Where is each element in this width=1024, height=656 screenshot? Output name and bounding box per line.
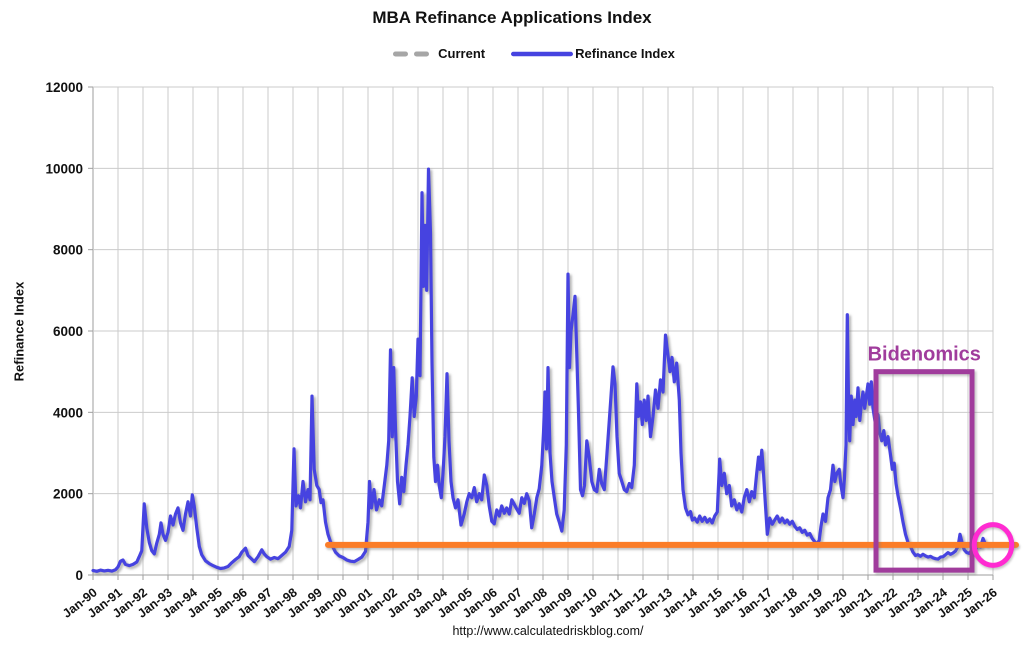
y-tick-label: 8000 [53, 243, 83, 258]
chart-title: MBA Refinance Applications Index [372, 8, 652, 27]
annotations [873, 369, 1015, 573]
axis-tick-labels: Jan-90Jan-91Jan-92Jan-93Jan-94Jan-95Jan-… [45, 80, 999, 621]
y-tick-label: 6000 [53, 324, 83, 339]
y-tick-label: 4000 [53, 405, 83, 420]
y-tick-label: 0 [75, 568, 83, 583]
legend: Current Refinance Index [0, 46, 1024, 61]
line-segment [511, 51, 574, 56]
bidenomics-annotation-label: Bidenomics [868, 344, 981, 366]
current-dash-swatch-icon [393, 51, 430, 56]
refinance-index-line [91, 167, 989, 573]
data-series [91, 167, 1019, 573]
legend-label-refinance: Refinance Index [575, 46, 675, 61]
legend-label-current: Current [438, 46, 486, 61]
current-value-circle [971, 522, 1015, 568]
y-tick-label: 10000 [45, 161, 83, 176]
legend-item-current: Current [393, 46, 485, 61]
dash-segment [414, 51, 430, 56]
axis-ticks [88, 86, 994, 580]
dash-segment [393, 51, 409, 56]
y-tick-label: 12000 [45, 80, 83, 95]
y-tick-label: 2000 [53, 487, 83, 502]
refinance-line-swatch-icon [511, 51, 574, 56]
gridlines [92, 86, 994, 576]
bidenomics-box [873, 369, 975, 573]
source-url: http://www.calculatedriskblog.com/ [452, 624, 644, 638]
legend-item-refinance: Refinance Index [511, 46, 675, 61]
